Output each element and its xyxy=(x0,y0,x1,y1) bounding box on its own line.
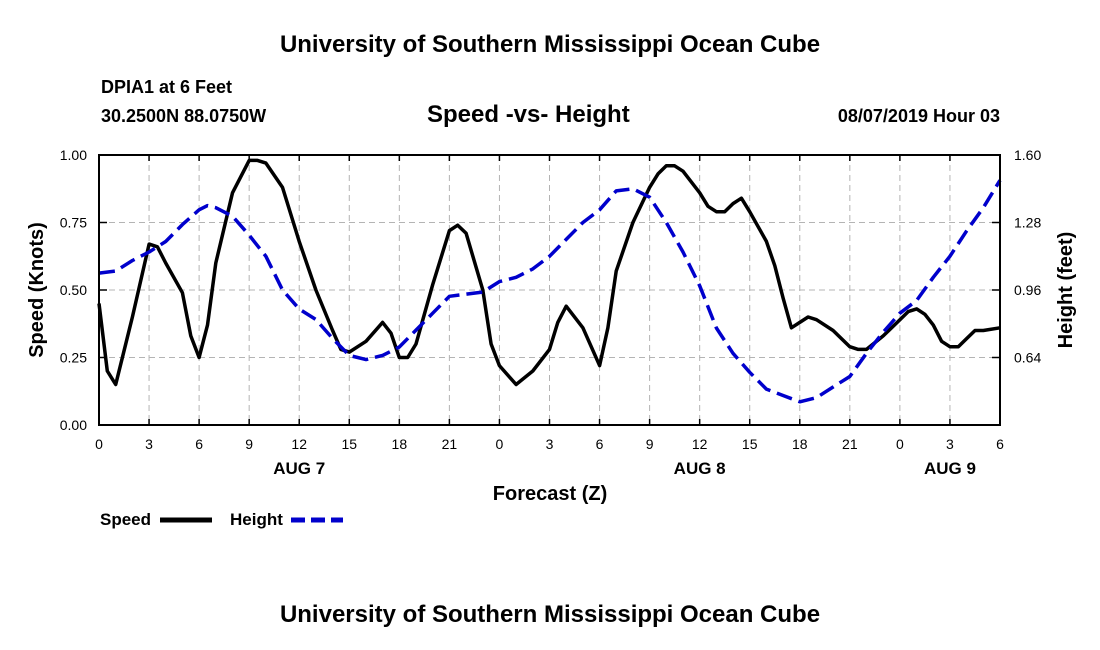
series-line-speed xyxy=(97,158,1001,387)
x-tick-label: 18 xyxy=(392,436,408,452)
location-label: 30.2500N 88.0750W xyxy=(101,106,267,126)
day-label: AUG 9 xyxy=(924,459,976,478)
x-tick-label: 0 xyxy=(896,436,904,452)
page-title-bottom: University of Southern Mississippi Ocean… xyxy=(279,601,821,628)
x-tick-label: 0 xyxy=(496,436,504,452)
y-axis-label-height: Height (feet) xyxy=(1055,232,1077,349)
day-label: AUG 7 xyxy=(273,459,325,478)
y-left-tick-label: 0.75 xyxy=(60,215,87,231)
x-tick-label: 18 xyxy=(792,436,808,452)
station-label: DPIA1 at 6 Feet xyxy=(101,77,233,97)
chart-title: Speed -vs- Height xyxy=(427,101,630,128)
x-tick-label: 15 xyxy=(341,436,357,452)
legend-speed-label: Speed xyxy=(100,510,151,529)
x-tick-label: 6 xyxy=(996,436,1004,452)
day-label: AUG 8 xyxy=(674,459,726,478)
page-title-top: University of Southern Mississippi Ocean… xyxy=(279,31,821,58)
datetime-label: 08/07/2019 Hour 03 xyxy=(837,106,1000,126)
x-tick-label: 3 xyxy=(546,436,554,452)
y-right-tick-label: 0.64 xyxy=(1014,350,1041,366)
x-tick-label: 9 xyxy=(646,436,654,452)
x-tick-label: 9 xyxy=(245,436,253,452)
x-tick-label: 6 xyxy=(596,436,604,452)
x-tick-label: 12 xyxy=(692,436,708,452)
y-left-tick-label: 0.50 xyxy=(60,282,87,298)
legend: Speed Height xyxy=(100,510,343,529)
y-left-tick-label: 0.00 xyxy=(60,417,87,433)
x-tick-label: 3 xyxy=(946,436,954,452)
series-line-height xyxy=(98,179,1002,404)
y-left-tick-label: 0.25 xyxy=(60,350,87,366)
y-right-tick-label: 1.28 xyxy=(1014,215,1041,231)
x-tick-label: 12 xyxy=(291,436,307,452)
y-left-tick-label: 1.00 xyxy=(60,147,87,163)
y-axis-label-speed: Speed (Knots) xyxy=(26,222,48,358)
y-right-tick-label: 0.96 xyxy=(1014,282,1041,298)
x-tick-label: 21 xyxy=(842,436,858,452)
legend-height-label: Height xyxy=(230,510,283,529)
x-tick-label: 21 xyxy=(442,436,458,452)
x-axis-label: Forecast (Z) xyxy=(493,483,607,505)
x-tick-label: 6 xyxy=(195,436,203,452)
y-right-tick-label: 1.60 xyxy=(1014,147,1041,163)
x-tick-label: 0 xyxy=(95,436,103,452)
x-tick-label: 3 xyxy=(145,436,153,452)
x-tick-label: 15 xyxy=(742,436,758,452)
